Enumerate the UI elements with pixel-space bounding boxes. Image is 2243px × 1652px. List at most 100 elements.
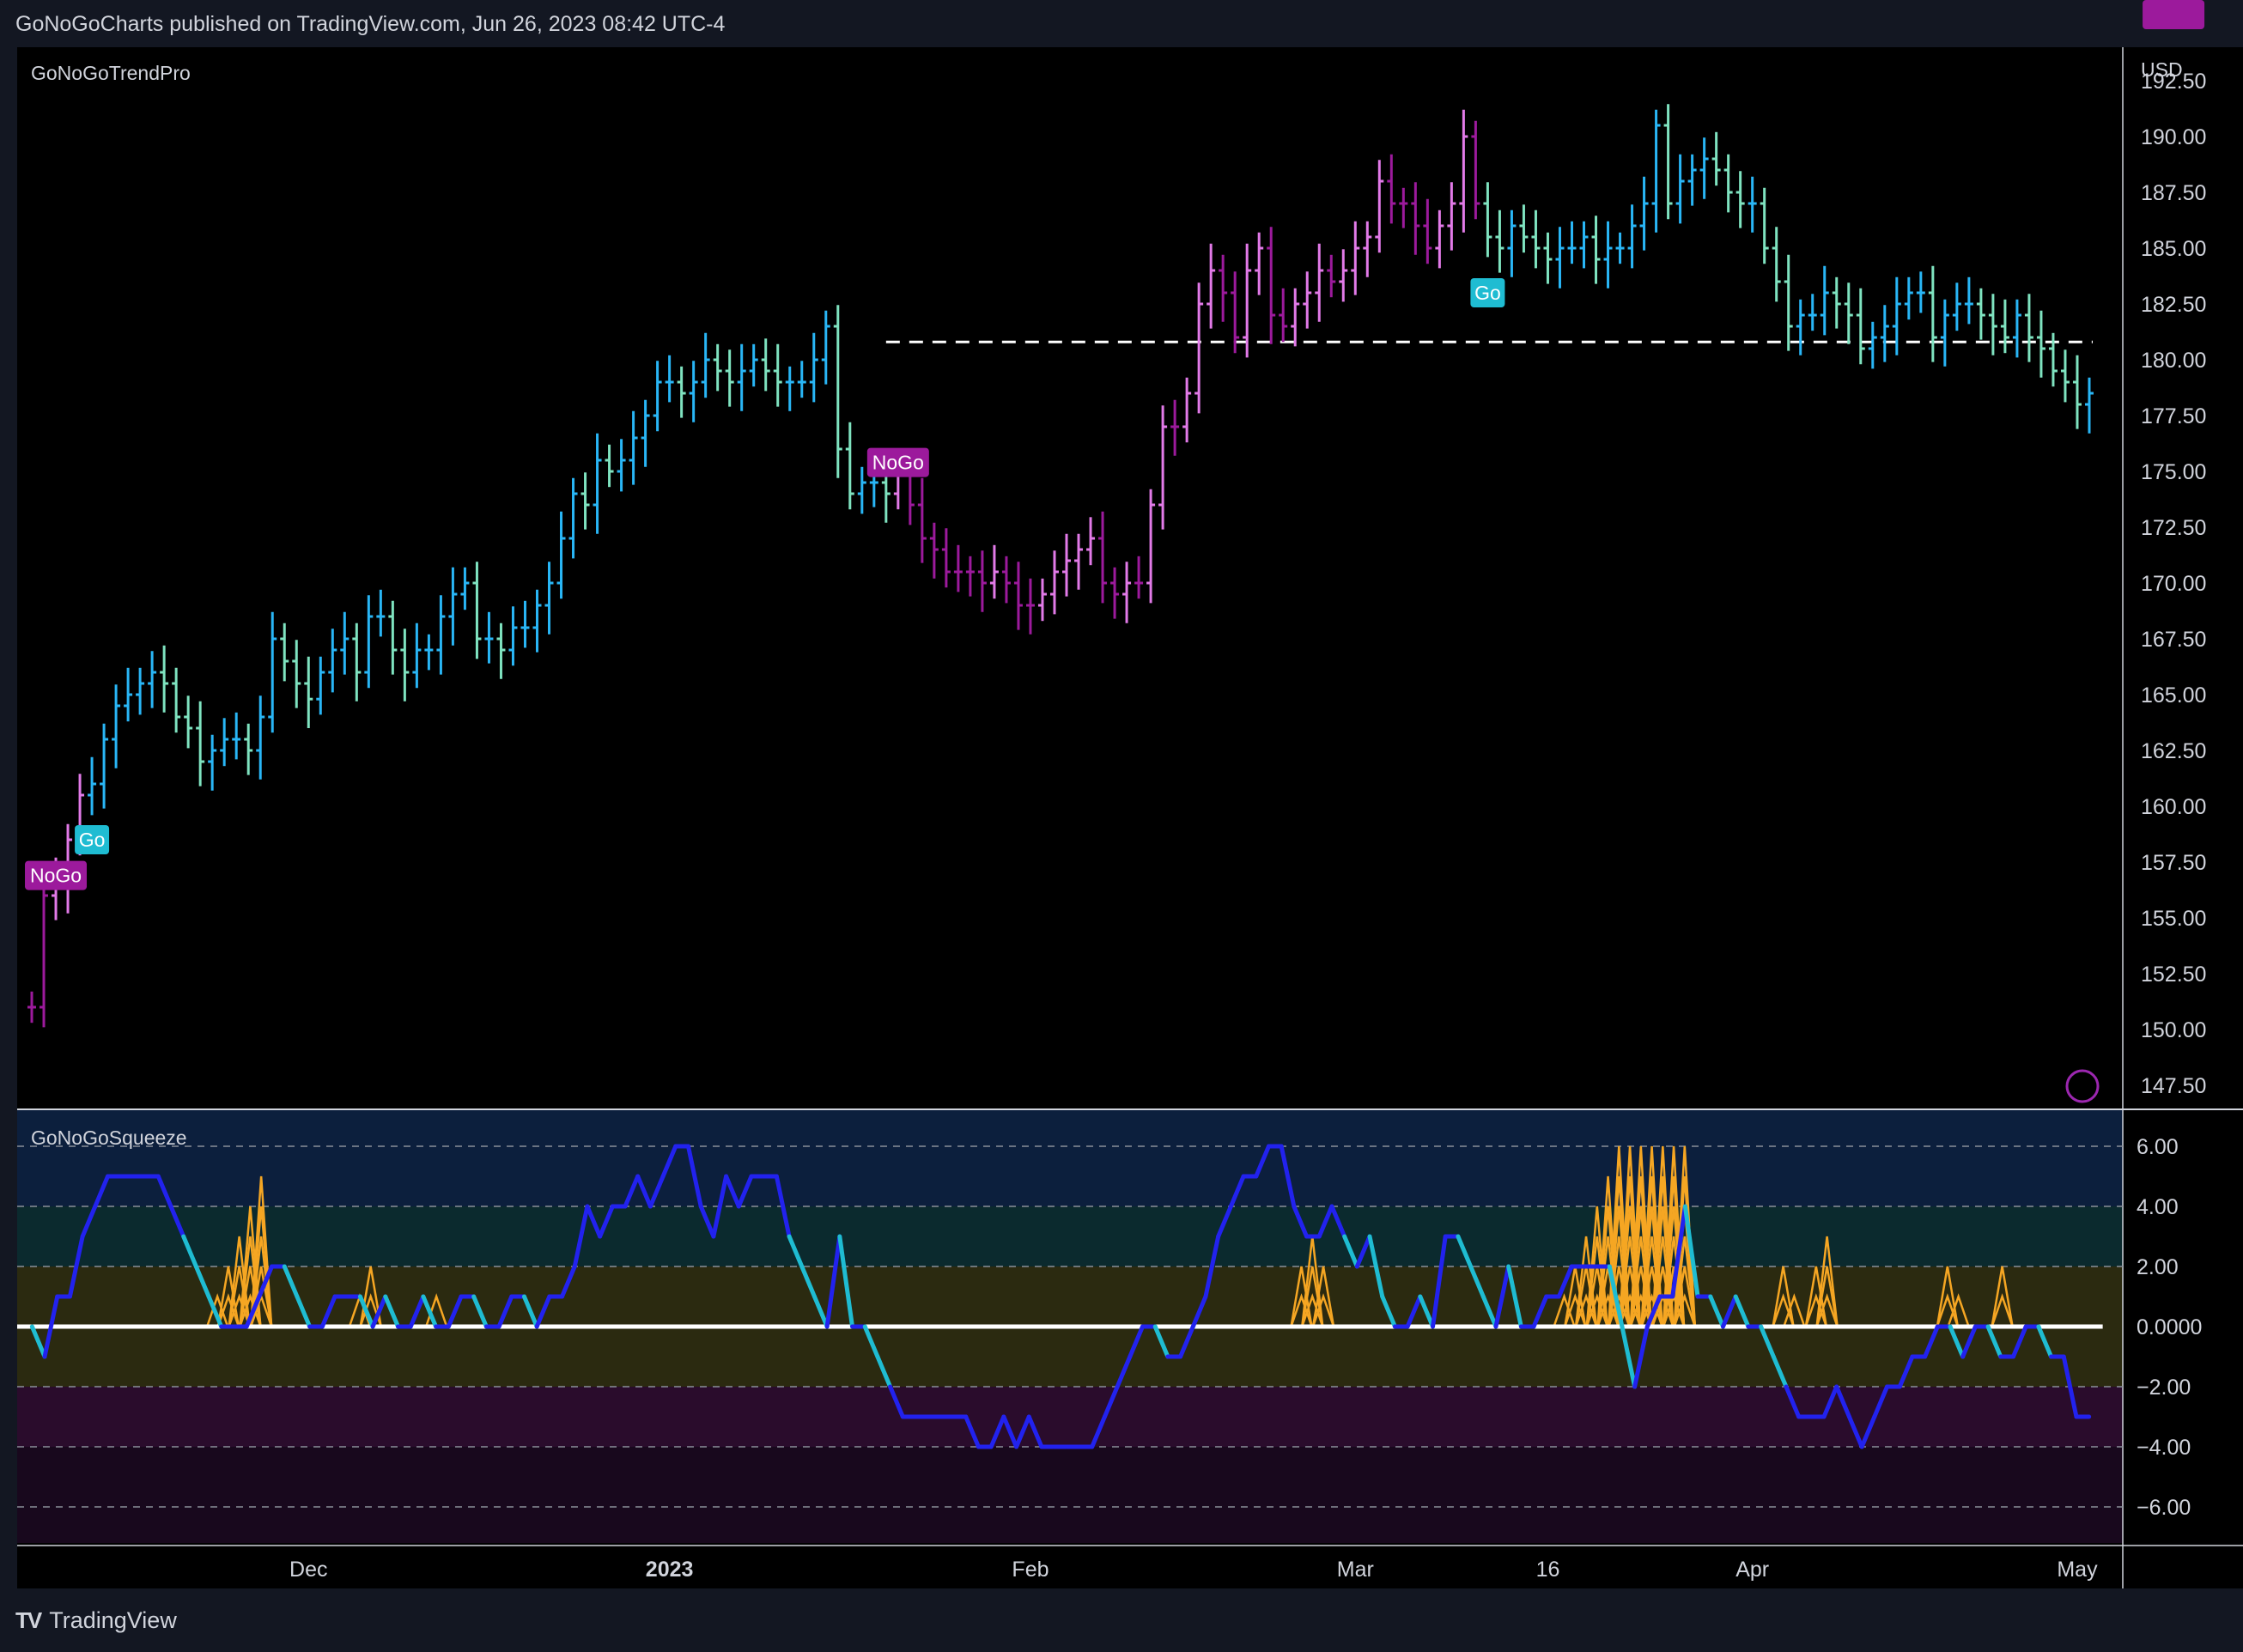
squeeze-line-segment xyxy=(811,1294,830,1329)
price-tick-label: 182.50 xyxy=(2141,293,2206,317)
price-bar xyxy=(2024,294,2033,362)
squeeze-box xyxy=(1991,1266,2014,1327)
price-tick-label: 162.50 xyxy=(2141,739,2206,763)
price-bar xyxy=(1267,227,1276,344)
squeeze-box xyxy=(1553,1293,1576,1327)
squeeze-line-segment xyxy=(2036,1324,2054,1359)
squeeze-line-segment xyxy=(1670,1204,1687,1299)
price-bar xyxy=(1904,276,1913,320)
squeeze-line-segment xyxy=(888,1384,905,1419)
price-bar xyxy=(184,695,193,749)
price-bar xyxy=(629,410,638,485)
squeeze-line-segment xyxy=(1759,1324,1776,1359)
price-bar xyxy=(1194,282,1204,414)
squeeze-line-segment xyxy=(1418,1294,1436,1329)
price-bar xyxy=(1483,182,1492,258)
price-tick-label: 152.50 xyxy=(2141,963,2206,987)
price-tick-label: 155.00 xyxy=(2141,907,2206,931)
squeeze-line-segment xyxy=(370,1294,388,1329)
price-tick-label: 177.50 xyxy=(2141,404,2206,428)
squeeze-line-segment xyxy=(1872,1384,1890,1419)
price-bar xyxy=(1687,154,1697,206)
price-bar xyxy=(2036,310,2045,378)
price-bar xyxy=(1086,517,1096,566)
squeeze-line-segment xyxy=(1493,1264,1511,1329)
price-bar xyxy=(520,600,530,648)
price-tick-label: 192.50 xyxy=(2141,70,2206,94)
squeeze-line-segment xyxy=(534,1294,552,1329)
squeeze-line-segment xyxy=(1480,1294,1498,1329)
price-bar xyxy=(1844,282,1853,344)
squeeze-line-segment xyxy=(206,1294,224,1329)
price-bar xyxy=(989,544,999,599)
squeeze-line-segment xyxy=(1380,1294,1397,1329)
go-signal-label: Go xyxy=(75,825,110,854)
price-bar xyxy=(27,991,37,1023)
squeeze-line-segment xyxy=(193,1264,211,1299)
price-bar xyxy=(1315,243,1324,322)
squeeze-line-segment xyxy=(988,1414,1006,1449)
squeeze-tick-label: −6.00 xyxy=(2137,1496,2191,1520)
price-bar xyxy=(1158,405,1168,530)
price-bar xyxy=(2012,299,2021,358)
squeeze-line-segment xyxy=(1531,1294,1549,1329)
price-bar xyxy=(593,433,602,534)
squeeze-line-segment xyxy=(295,1294,313,1329)
squeeze-line-segment xyxy=(660,1144,678,1179)
squeeze-box xyxy=(1815,1293,1839,1327)
squeeze-line-segment xyxy=(1405,1294,1423,1329)
squeeze-box xyxy=(1574,1293,1598,1327)
squeeze-tick-label: −2.00 xyxy=(2137,1376,2191,1400)
time-tick-label: Mar xyxy=(1337,1558,1374,1582)
price-bar xyxy=(508,606,518,666)
squeeze-line-segment xyxy=(1948,1324,1966,1359)
price-bar xyxy=(833,305,842,478)
price-bar xyxy=(1832,276,1841,329)
price-bar xyxy=(677,366,686,418)
squeeze-tick-label: 0.0000 xyxy=(2137,1315,2202,1339)
price-bar xyxy=(1808,294,1817,331)
price-bar xyxy=(1037,578,1047,622)
price-bar xyxy=(1375,160,1384,253)
squeeze-line-segment xyxy=(80,1204,98,1239)
squeeze-line-segment xyxy=(1682,1204,1700,1299)
price-bar xyxy=(713,343,722,392)
squeeze-line-segment xyxy=(1607,1264,1625,1329)
squeeze-box xyxy=(1618,1293,1642,1327)
price-bar xyxy=(2048,332,2058,387)
time-tick-label: 2023 xyxy=(646,1558,694,1582)
price-tick-label: 180.00 xyxy=(2141,349,2206,373)
price-bar xyxy=(1025,578,1035,635)
nogo-signal-label: NoGo xyxy=(866,447,929,477)
squeeze-line-segment xyxy=(1001,1414,1019,1449)
squeeze-band-4 xyxy=(17,1447,2123,1543)
squeeze-line-segment xyxy=(1620,1324,1638,1389)
footer: TV TradingView xyxy=(15,1607,177,1634)
squeeze-line-segment xyxy=(168,1204,186,1239)
price-indicator-title: GoNoGoTrendPro xyxy=(31,62,191,84)
price-bar xyxy=(160,645,169,713)
squeeze-line-segment xyxy=(446,1294,464,1329)
time-tick-label: Feb xyxy=(1012,1558,1049,1582)
price-bar xyxy=(1146,489,1156,604)
squeeze-line-segment xyxy=(824,1234,842,1329)
price-bar xyxy=(1231,271,1240,354)
price-bar xyxy=(448,567,458,646)
price-bar xyxy=(1062,533,1072,597)
price-bar xyxy=(1928,265,1937,362)
time-tick-label: 16 xyxy=(1536,1558,1560,1582)
squeeze-line-segment xyxy=(257,1264,275,1299)
squeeze-box xyxy=(1290,1293,1313,1327)
price-bar xyxy=(124,667,133,722)
price-bar xyxy=(1387,154,1396,224)
price-bar xyxy=(1255,232,1264,295)
published-line: GoNoGoCharts published on TradingView.co… xyxy=(15,12,726,36)
price-bar xyxy=(689,361,698,422)
squeeze-line-segment xyxy=(1152,1324,1170,1359)
squeeze-line-segment xyxy=(862,1324,880,1359)
squeeze-line-segment xyxy=(521,1294,539,1329)
lightning-icon xyxy=(2065,1069,2100,1103)
squeeze-line-segment xyxy=(585,1204,603,1239)
squeeze-line-segment xyxy=(787,1234,805,1269)
